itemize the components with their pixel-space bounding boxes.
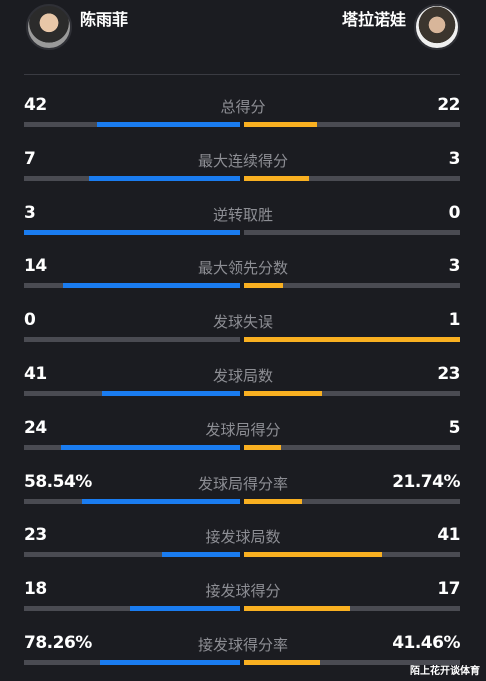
right-stat-bar-track	[244, 337, 460, 343]
left-player-name[interactable]: 陈雨菲	[80, 10, 129, 29]
stat-row: 42 总得分 22	[0, 95, 486, 135]
stat-row: 24 发球局得分 5	[0, 418, 486, 458]
left-stat-bar	[129, 606, 240, 612]
stat-row: 0 发球失误 1	[0, 310, 486, 350]
left-stat-bar-track	[24, 229, 240, 235]
left-stat-value: 3	[24, 202, 36, 223]
stat-label: 发球局得分率	[197, 474, 288, 493]
left-player-avatar[interactable]	[26, 4, 72, 50]
left-stat-value: 18	[24, 579, 47, 600]
left-stat-bar	[97, 122, 240, 127]
right-stat-bar	[244, 552, 383, 558]
right-stat-value: 1	[448, 310, 461, 331]
right-player-name[interactable]: 塔拉诺娃	[341, 10, 406, 29]
left-stat-bar-track	[24, 444, 240, 450]
right-stat-value: 21.74%	[392, 471, 460, 492]
right-player-avatar[interactable]	[414, 4, 460, 50]
stat-row: 78.26% 接发球得分率 41.46%	[0, 633, 486, 673]
left-stat-value: 23	[24, 525, 47, 546]
left-stat-bar	[99, 660, 240, 665]
right-stat-bar-track	[244, 229, 460, 235]
right-stat-bar-track	[244, 498, 460, 504]
match-header: 陈雨菲 塔拉诺娃	[0, 0, 486, 60]
left-stat-value: 42	[24, 95, 47, 115]
right-stat-value: 3	[448, 148, 461, 169]
stat-label: 逆转取胜	[212, 205, 273, 224]
left-stat-bar	[88, 175, 240, 181]
right-stat-value: 0	[448, 202, 461, 223]
right-stat-value: 17	[437, 579, 460, 600]
left-stat-value: 14	[24, 256, 47, 277]
stat-row: 23 接发球局数 41	[0, 525, 486, 565]
stat-label: 发球局数	[212, 367, 273, 385]
left-stat-value: 7	[24, 148, 36, 169]
stat-label: 发球局得分	[205, 420, 281, 439]
left-stat-bar-track	[24, 175, 240, 181]
left-stat-value: 58.54%	[24, 471, 92, 492]
left-stat-bar	[60, 444, 240, 450]
left-stat-bar-track	[24, 606, 240, 612]
stat-label: 最大连续得分	[197, 151, 288, 170]
stat-label: 发球失误	[212, 313, 273, 332]
header-divider	[24, 74, 460, 75]
right-stat-bar	[244, 391, 322, 396]
right-stat-bar-track	[244, 660, 460, 665]
stat-label: 接发球得分率	[197, 636, 288, 654]
right-stat-bar-track	[244, 552, 460, 558]
right-stat-value: 3	[448, 256, 461, 277]
right-stat-bar-track	[244, 175, 460, 181]
right-stat-bar-track	[244, 444, 460, 450]
left-stat-bar	[62, 283, 240, 289]
left-stat-value: 0	[24, 310, 36, 331]
left-stat-bar	[82, 498, 240, 504]
right-stat-bar-track	[244, 283, 460, 289]
right-stat-bar	[244, 283, 283, 289]
stat-row: 58.54% 发球局得分率 21.74%	[0, 472, 486, 512]
right-stat-bar	[244, 337, 460, 343]
left-stat-bar-track	[24, 391, 240, 396]
stat-row: 7 最大连续得分 3	[0, 149, 486, 189]
left-stat-bar	[101, 391, 240, 396]
right-stat-bar-track	[244, 606, 460, 612]
left-stat-bar	[162, 552, 240, 558]
left-stat-bar-track	[24, 283, 240, 289]
right-stat-value: 23	[437, 364, 460, 384]
right-stat-value: 41.46%	[392, 633, 460, 653]
watermark: 陌上花开谈体育	[410, 666, 480, 677]
right-stat-bar	[244, 175, 309, 181]
left-stat-bar-track	[24, 660, 240, 665]
left-stat-bar-track	[24, 552, 240, 558]
stat-row: 14 最大领先分数 3	[0, 256, 486, 296]
left-stat-value: 41	[24, 364, 47, 384]
right-stat-bar-track	[244, 122, 460, 127]
stat-label: 接发球局数	[205, 528, 281, 547]
right-stat-value: 5	[448, 417, 461, 438]
right-stat-bar	[244, 660, 320, 665]
left-stat-bar-track	[24, 122, 240, 127]
stat-label: 接发球得分	[205, 582, 281, 601]
right-stat-value: 41	[437, 525, 460, 546]
left-stat-bar	[24, 229, 240, 235]
left-stat-value: 78.26%	[24, 633, 92, 653]
right-stat-bar	[244, 122, 318, 127]
stat-row: 3 逆转取胜 0	[0, 203, 486, 243]
right-stat-bar-track	[244, 391, 460, 396]
stat-label: 总得分	[220, 98, 266, 116]
stat-label: 最大领先分数	[197, 259, 288, 278]
right-stat-bar	[244, 606, 350, 612]
left-stat-bar-track	[24, 337, 240, 343]
left-stat-bar-track	[24, 498, 240, 504]
stat-row: 18 接发球得分 17	[0, 579, 486, 619]
right-stat-bar	[244, 444, 281, 450]
right-stat-bar	[244, 498, 303, 504]
left-stat-value: 24	[24, 417, 47, 438]
stat-row: 41 发球局数 23	[0, 364, 486, 404]
right-stat-value: 22	[437, 95, 460, 115]
